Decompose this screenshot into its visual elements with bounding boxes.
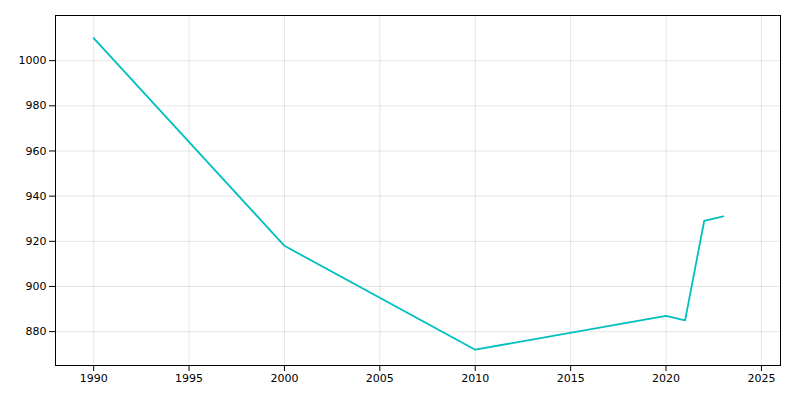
svg-text:2010: 2010 bbox=[461, 372, 489, 385]
svg-text:960: 960 bbox=[26, 145, 47, 158]
svg-text:1990: 1990 bbox=[80, 372, 108, 385]
svg-text:1995: 1995 bbox=[175, 372, 203, 385]
svg-text:980: 980 bbox=[26, 99, 47, 112]
svg-text:2015: 2015 bbox=[557, 372, 585, 385]
svg-text:2025: 2025 bbox=[747, 372, 775, 385]
svg-text:1000: 1000 bbox=[19, 54, 47, 67]
svg-text:900: 900 bbox=[26, 280, 47, 293]
svg-text:920: 920 bbox=[26, 235, 47, 248]
svg-text:880: 880 bbox=[26, 325, 47, 338]
svg-text:2000: 2000 bbox=[270, 372, 298, 385]
svg-text:2005: 2005 bbox=[366, 372, 394, 385]
svg-text:940: 940 bbox=[26, 190, 47, 203]
svg-text:2020: 2020 bbox=[652, 372, 680, 385]
